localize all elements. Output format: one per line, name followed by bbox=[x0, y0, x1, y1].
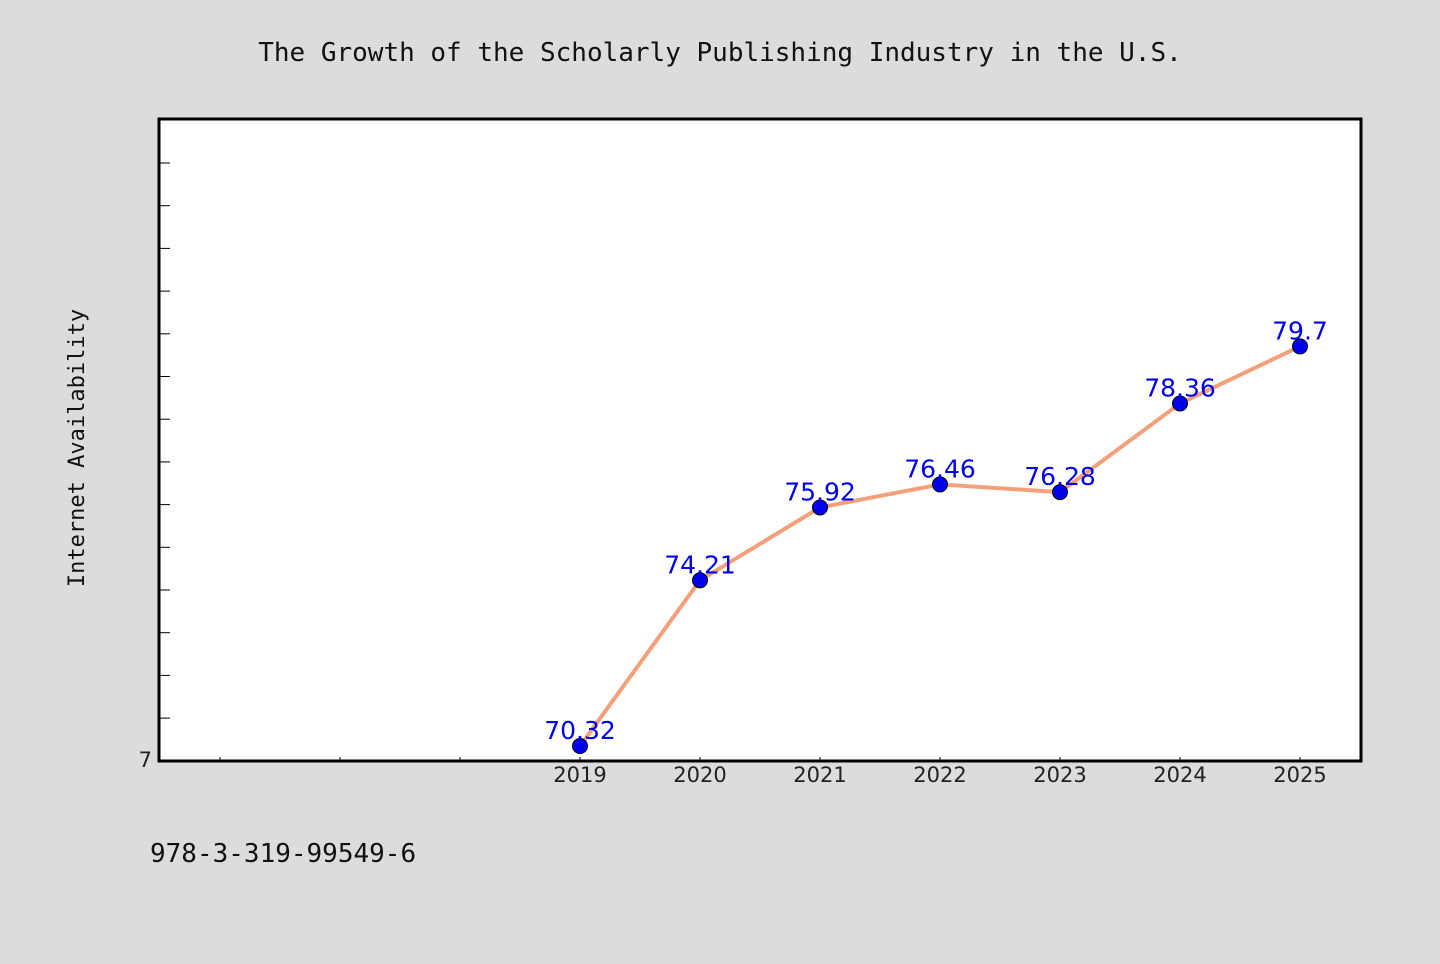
data-point bbox=[812, 499, 828, 516]
data-label: 74.21 bbox=[664, 550, 736, 579]
x-tick-labels: 2019 2020 2021 2022 2023 2024 2025 bbox=[553, 763, 1326, 787]
series-layer bbox=[572, 338, 1308, 754]
x-tick-label: 2021 bbox=[793, 763, 846, 787]
data-label: 76.28 bbox=[1024, 462, 1096, 491]
data-label: 76.46 bbox=[904, 454, 976, 483]
data-label: 79.7 bbox=[1272, 316, 1328, 345]
data-labels: 70.32 74.21 75.92 76.46 76.28 78.36 79.7 bbox=[544, 316, 1328, 745]
footer-code: 978-3-319-99549-6 bbox=[150, 839, 416, 869]
x-tick-label: 2022 bbox=[913, 763, 966, 787]
chart-title: The Growth of the Scholarly Publishing I… bbox=[258, 38, 1182, 68]
data-point bbox=[1052, 484, 1068, 501]
data-point bbox=[572, 738, 588, 754]
axis-ticks bbox=[159, 162, 1301, 762]
data-point bbox=[1172, 395, 1188, 412]
data-label: 70.32 bbox=[544, 716, 616, 745]
data-point bbox=[932, 476, 948, 493]
data-label: 75.92 bbox=[784, 477, 856, 506]
x-tick-label: 2024 bbox=[1153, 763, 1206, 787]
x-tick-label: 2020 bbox=[673, 763, 726, 787]
data-label: 78.36 bbox=[1144, 373, 1216, 402]
x-tick-label: 2025 bbox=[1273, 763, 1326, 787]
data-point bbox=[692, 572, 708, 589]
x-tick-label: 2023 bbox=[1033, 763, 1086, 787]
y-axis-label: Internet Availability bbox=[65, 309, 90, 587]
x-tick-label: 2019 bbox=[553, 763, 606, 787]
data-point bbox=[1292, 338, 1308, 355]
y-tick-label: 7 bbox=[139, 748, 152, 772]
plot-area bbox=[157, 117, 1363, 763]
